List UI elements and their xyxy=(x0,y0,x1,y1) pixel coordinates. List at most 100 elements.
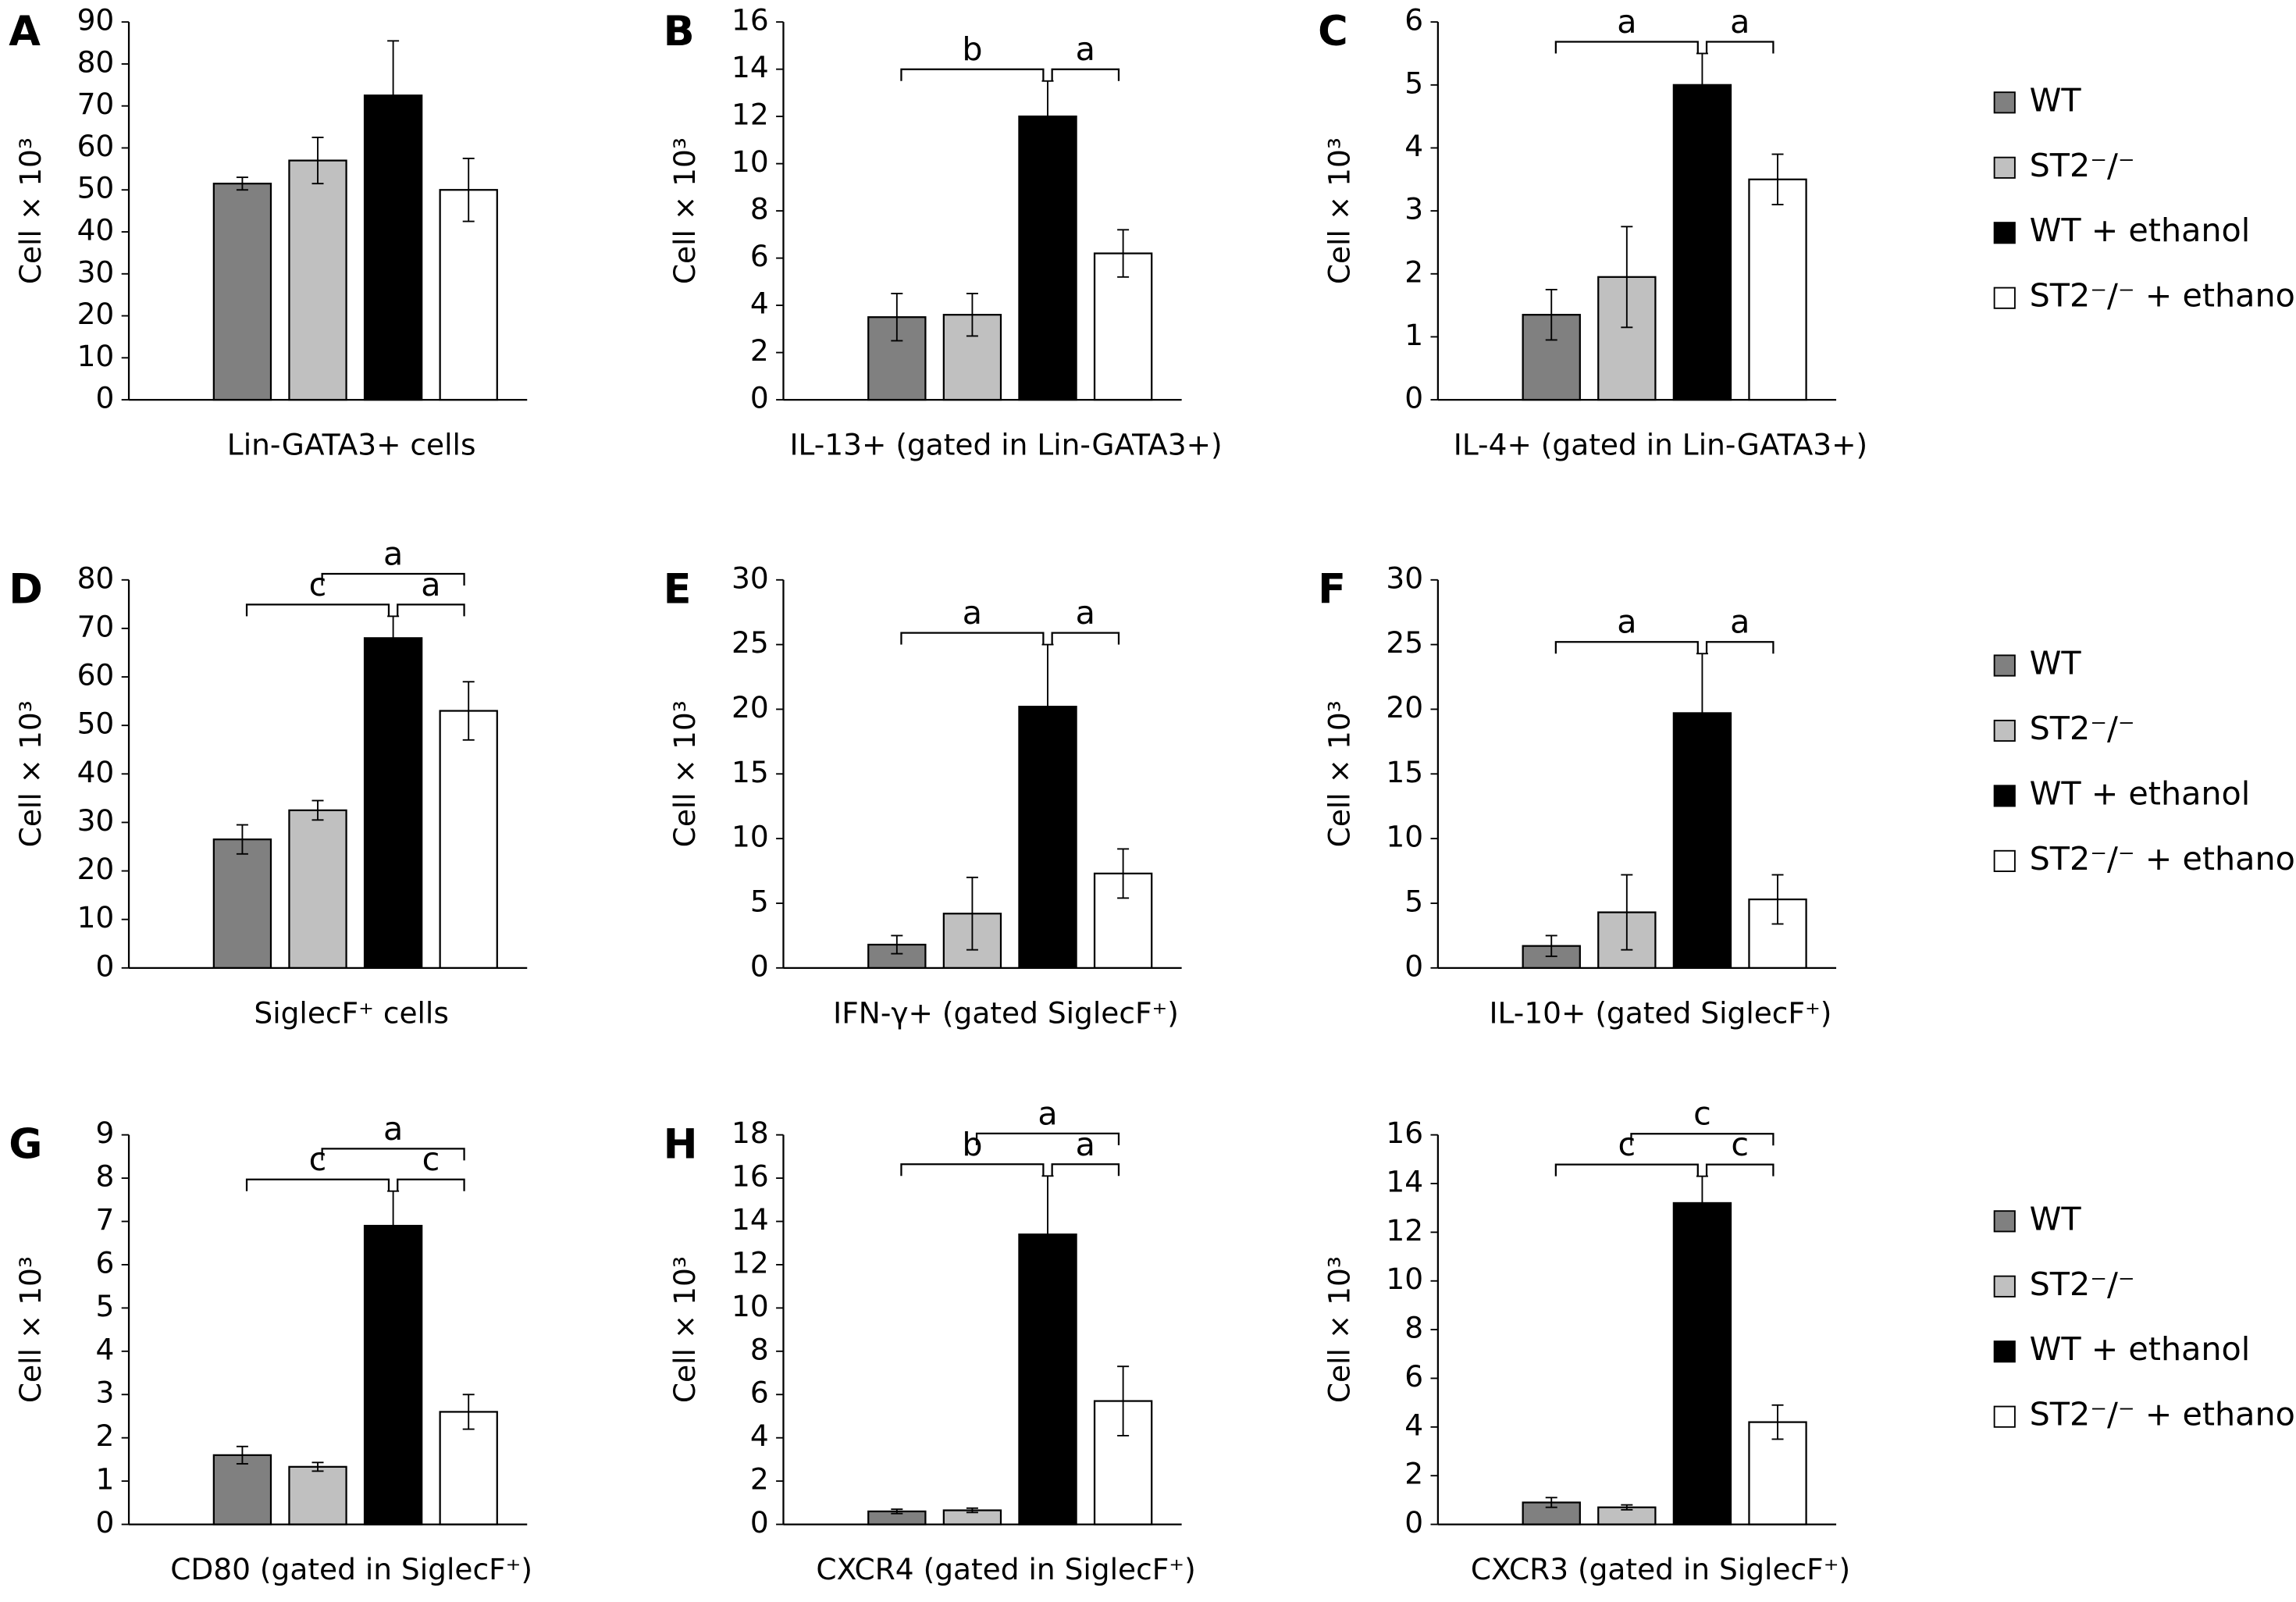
legend-label: WT + ethanol xyxy=(2030,1330,2251,1368)
significance-label: a xyxy=(1617,3,1636,41)
y-tick-label: 70 xyxy=(77,87,115,121)
y-axis-title: Cell × 10³ xyxy=(667,1256,702,1403)
legend-swatch xyxy=(1993,654,2016,677)
y-tick-label: 30 xyxy=(77,255,115,289)
bar xyxy=(212,1454,272,1525)
y-axis-title: Cell × 10³ xyxy=(13,700,48,847)
legend-swatch xyxy=(1993,287,2016,309)
error-bar xyxy=(236,824,248,855)
y-tick-label: 90 xyxy=(77,3,115,37)
error-bar xyxy=(1621,874,1633,951)
x-axis-title: IFN-γ+ (gated SiglecF⁺) xyxy=(833,995,1179,1030)
significance-label: c xyxy=(422,1141,440,1178)
y-tick-label: 2 xyxy=(750,1462,769,1497)
significance-label: b xyxy=(962,1126,982,1163)
y-tick-label: 50 xyxy=(77,171,115,205)
error-bar xyxy=(1771,874,1784,925)
y-tick-label: 10 xyxy=(732,144,769,179)
bar xyxy=(212,838,272,969)
y-tick-label: 10 xyxy=(732,820,769,854)
y-tick-label: 60 xyxy=(77,129,115,163)
y-tick-label: 0 xyxy=(95,1505,114,1540)
significance-bracket xyxy=(1705,1163,1775,1177)
x-axis-title: IL-13+ (gated in Lin-GATA3+) xyxy=(789,428,1222,462)
y-tick-label: 16 xyxy=(732,1159,769,1194)
legend-label: WT xyxy=(2030,1200,2082,1237)
y-axis-title: Cell × 10³ xyxy=(667,137,702,284)
y-tick-label: 18 xyxy=(732,1116,769,1150)
significance-bracket xyxy=(1705,41,1775,54)
y-tick-label: 2 xyxy=(1404,255,1423,289)
bar xyxy=(1018,116,1077,401)
y-tick-label: 6 xyxy=(750,239,769,273)
error-bar xyxy=(891,293,903,342)
error-bar xyxy=(891,1508,903,1515)
bar-panel: 0 2 4 6 8 10 12 14 16 18 H Cell × 10³ CXCR4 (gated i… xyxy=(664,1095,1196,1586)
bar-panel: 0 10 20 30 40 50 60 70 80 90 A Cell × 10³ Lin-GATA3+… xyxy=(9,3,528,462)
panel-letter: H xyxy=(664,1120,698,1168)
y-axis-title: Cell × 10³ xyxy=(1322,137,1357,284)
y-tick-label: 12 xyxy=(1386,1213,1423,1248)
bar xyxy=(1093,252,1153,401)
y-tick-label: 14 xyxy=(732,1202,769,1237)
significance-bracket xyxy=(321,572,465,586)
x-axis-title: CXCR3 (gated in SiglecF⁺) xyxy=(1471,1552,1850,1586)
y-axis-title: Cell × 10³ xyxy=(1322,1256,1357,1403)
y-tick-label: 8 xyxy=(750,192,769,226)
bar-panel: 0 10 20 30 40 50 60 70 80 D Cell × 10³ SiglecF⁺ cel… xyxy=(9,535,528,1030)
panel-letter: G xyxy=(9,1120,42,1168)
error-bar xyxy=(966,876,978,951)
significance-bracket xyxy=(245,1178,390,1191)
x-axis-title: SiglecF⁺ cells xyxy=(254,995,448,1030)
significance-label: a xyxy=(1076,1126,1095,1163)
y-tick-label: 0 xyxy=(1404,1505,1423,1540)
y-tick-label: 2 xyxy=(95,1419,114,1453)
significance-bracket xyxy=(321,1148,465,1161)
y-tick-label: 6 xyxy=(1404,1359,1423,1394)
bar-panel: 0 5 10 15 20 25 30 E Cell × 10³ IFN-γ+ (gated Sig… xyxy=(664,561,1182,1030)
bar xyxy=(288,159,347,401)
significance-bracket xyxy=(1630,1133,1775,1146)
error-bar xyxy=(462,1394,475,1430)
x-axis-title: IL-4+ (gated in Lin-GATA3+) xyxy=(1454,428,1867,462)
bar-panel: 0 1 2 3 4 5 6 7 8 9 G Cell × 10³ CD80 (gated in Sigl… xyxy=(9,1110,532,1586)
y-tick-label: 15 xyxy=(1386,755,1423,789)
y-tick-label: 5 xyxy=(750,884,769,918)
y-tick-label: 3 xyxy=(1404,192,1423,226)
y-tick-label: 25 xyxy=(732,625,769,660)
bar xyxy=(288,809,347,969)
y-tick-label: 6 xyxy=(95,1245,114,1280)
y-tick-label: 5 xyxy=(1404,884,1423,918)
legend-swatch xyxy=(1993,719,2016,742)
y-tick-label: 4 xyxy=(95,1332,114,1366)
y-axis-title: Cell × 10³ xyxy=(1322,700,1357,847)
significance-bracket xyxy=(1051,1163,1120,1177)
legend-label: WT + ethanol xyxy=(2030,212,2251,249)
panel-letter: C xyxy=(1318,8,1348,55)
legend-label: ST2⁻/⁻ xyxy=(2030,710,2135,747)
error-bar xyxy=(236,176,248,191)
y-tick-label: 10 xyxy=(1386,1262,1423,1296)
significance-label: c xyxy=(1618,1126,1636,1163)
y-tick-label: 4 xyxy=(750,1419,769,1453)
bar-panel: 0 5 10 15 20 25 30 F Cell × 10³ IL-10+ (gated Sig… xyxy=(1318,561,1837,1030)
y-tick-label: 0 xyxy=(95,381,114,415)
significance-bracket xyxy=(900,632,1045,645)
significance-label: a xyxy=(1076,594,1095,632)
y-tick-label: 6 xyxy=(750,1376,769,1410)
error-bar xyxy=(1545,288,1557,341)
legend-swatch xyxy=(1993,91,2016,114)
y-tick-label: 50 xyxy=(77,707,115,741)
y-tick-label: 1 xyxy=(95,1462,114,1497)
y-tick-label: 12 xyxy=(732,1245,769,1280)
x-axis-title: CXCR4 (gated in SiglecF⁺) xyxy=(816,1552,1195,1586)
y-tick-label: 6 xyxy=(1404,3,1423,37)
x-axis-title: CD80 (gated in SiglecF⁺) xyxy=(170,1552,532,1586)
panel-letter: F xyxy=(1318,565,1346,613)
legend-label: ST2⁻/⁻ + ethanol xyxy=(2030,277,2296,315)
y-tick-label: 10 xyxy=(732,1289,769,1323)
significance-bracket xyxy=(397,1178,465,1191)
bar xyxy=(1672,1202,1732,1525)
y-tick-label: 80 xyxy=(77,561,115,595)
bar-panel: 0 1 2 3 4 5 6 C Cell × 10³ IL-4+ (gated in Lin-GA… xyxy=(1318,3,1867,462)
